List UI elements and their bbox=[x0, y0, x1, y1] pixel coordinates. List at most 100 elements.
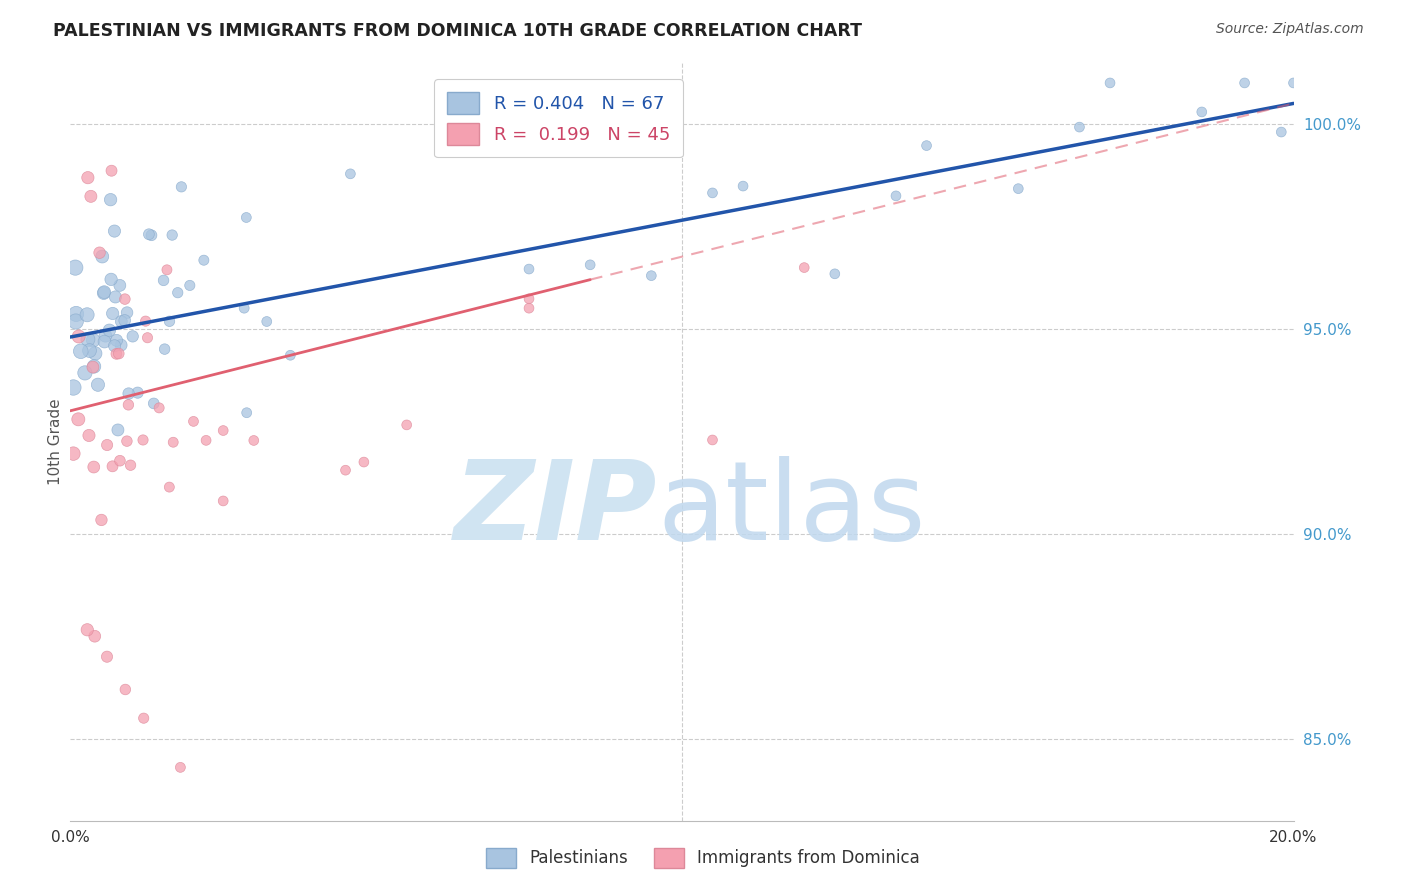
Point bbox=[280, 348, 302, 362]
Point bbox=[76, 170, 98, 185]
Point bbox=[233, 301, 256, 315]
Point bbox=[157, 480, 180, 494]
Text: Source: ZipAtlas.com: Source: ZipAtlas.com bbox=[1216, 22, 1364, 37]
Point bbox=[1099, 76, 1122, 90]
Point bbox=[824, 267, 846, 281]
Point bbox=[166, 285, 188, 300]
Point bbox=[96, 438, 118, 452]
Point bbox=[115, 305, 138, 319]
Point bbox=[395, 417, 418, 432]
Point bbox=[1069, 120, 1091, 134]
Point bbox=[107, 423, 129, 437]
Point bbox=[1282, 76, 1305, 90]
Point bbox=[79, 343, 101, 358]
Point bbox=[76, 623, 98, 637]
Point bbox=[114, 292, 136, 306]
Point bbox=[212, 494, 235, 508]
Point bbox=[110, 314, 132, 328]
Point bbox=[702, 433, 724, 447]
Point bbox=[195, 434, 218, 448]
Point bbox=[159, 314, 181, 328]
Point bbox=[339, 167, 361, 181]
Point bbox=[100, 163, 122, 178]
Point bbox=[235, 211, 257, 225]
Point bbox=[77, 428, 100, 442]
Point bbox=[98, 323, 121, 337]
Point bbox=[153, 342, 176, 356]
Point bbox=[82, 333, 104, 347]
Point bbox=[353, 455, 375, 469]
Legend: Palestinians, Immigrants from Dominica: Palestinians, Immigrants from Dominica bbox=[479, 841, 927, 875]
Point bbox=[104, 290, 127, 304]
Point bbox=[256, 314, 278, 328]
Point bbox=[135, 314, 157, 328]
Point bbox=[1007, 182, 1029, 196]
Point bbox=[235, 406, 257, 420]
Point bbox=[517, 262, 540, 277]
Point bbox=[101, 459, 124, 474]
Legend: R = 0.404   N = 67, R =  0.199   N = 45: R = 0.404 N = 67, R = 0.199 N = 45 bbox=[434, 79, 683, 157]
Point bbox=[118, 386, 141, 401]
Point bbox=[915, 138, 938, 153]
Point bbox=[105, 334, 128, 348]
Y-axis label: 10th Grade: 10th Grade bbox=[48, 398, 63, 485]
Point bbox=[138, 227, 160, 242]
Point bbox=[83, 460, 105, 475]
Point bbox=[179, 278, 201, 293]
Point bbox=[702, 186, 724, 200]
Point bbox=[96, 649, 118, 664]
Point bbox=[884, 189, 907, 203]
Point bbox=[83, 629, 105, 643]
Point bbox=[793, 260, 815, 275]
Point bbox=[90, 513, 112, 527]
Point bbox=[142, 396, 165, 410]
Point bbox=[62, 447, 84, 461]
Point bbox=[114, 682, 136, 697]
Point bbox=[89, 245, 111, 260]
Point bbox=[76, 308, 98, 322]
Point bbox=[127, 385, 149, 400]
Point bbox=[169, 760, 191, 774]
Point bbox=[83, 359, 105, 374]
Point bbox=[108, 454, 131, 468]
Point bbox=[107, 346, 129, 360]
Point bbox=[84, 346, 107, 360]
Point bbox=[193, 253, 215, 268]
Point bbox=[93, 334, 115, 349]
Point bbox=[640, 268, 662, 283]
Point bbox=[82, 360, 104, 375]
Point bbox=[65, 307, 87, 321]
Text: ZIP: ZIP bbox=[454, 457, 658, 563]
Point bbox=[183, 414, 205, 428]
Point bbox=[105, 347, 128, 361]
Point bbox=[69, 344, 91, 359]
Point bbox=[94, 328, 117, 343]
Point bbox=[1233, 76, 1256, 90]
Point bbox=[65, 314, 87, 328]
Point bbox=[67, 412, 90, 426]
Point bbox=[121, 329, 143, 343]
Point bbox=[1191, 104, 1213, 119]
Point bbox=[335, 463, 357, 477]
Text: PALESTINIAN VS IMMIGRANTS FROM DOMINICA 10TH GRADE CORRELATION CHART: PALESTINIAN VS IMMIGRANTS FROM DOMINICA … bbox=[53, 22, 862, 40]
Point bbox=[101, 306, 124, 320]
Point bbox=[517, 292, 540, 306]
Point bbox=[731, 179, 754, 194]
Point bbox=[120, 458, 142, 473]
Point bbox=[148, 401, 170, 415]
Point bbox=[100, 193, 122, 207]
Point bbox=[114, 313, 136, 327]
Point bbox=[103, 339, 125, 353]
Point bbox=[93, 285, 115, 300]
Point bbox=[162, 435, 184, 450]
Point bbox=[1270, 125, 1292, 139]
Point bbox=[579, 258, 602, 272]
Point bbox=[91, 250, 114, 264]
Point bbox=[243, 434, 266, 448]
Point bbox=[100, 272, 122, 286]
Point bbox=[87, 377, 110, 392]
Point bbox=[110, 338, 132, 352]
Point bbox=[160, 228, 183, 243]
Point bbox=[80, 189, 103, 203]
Point bbox=[132, 711, 155, 725]
